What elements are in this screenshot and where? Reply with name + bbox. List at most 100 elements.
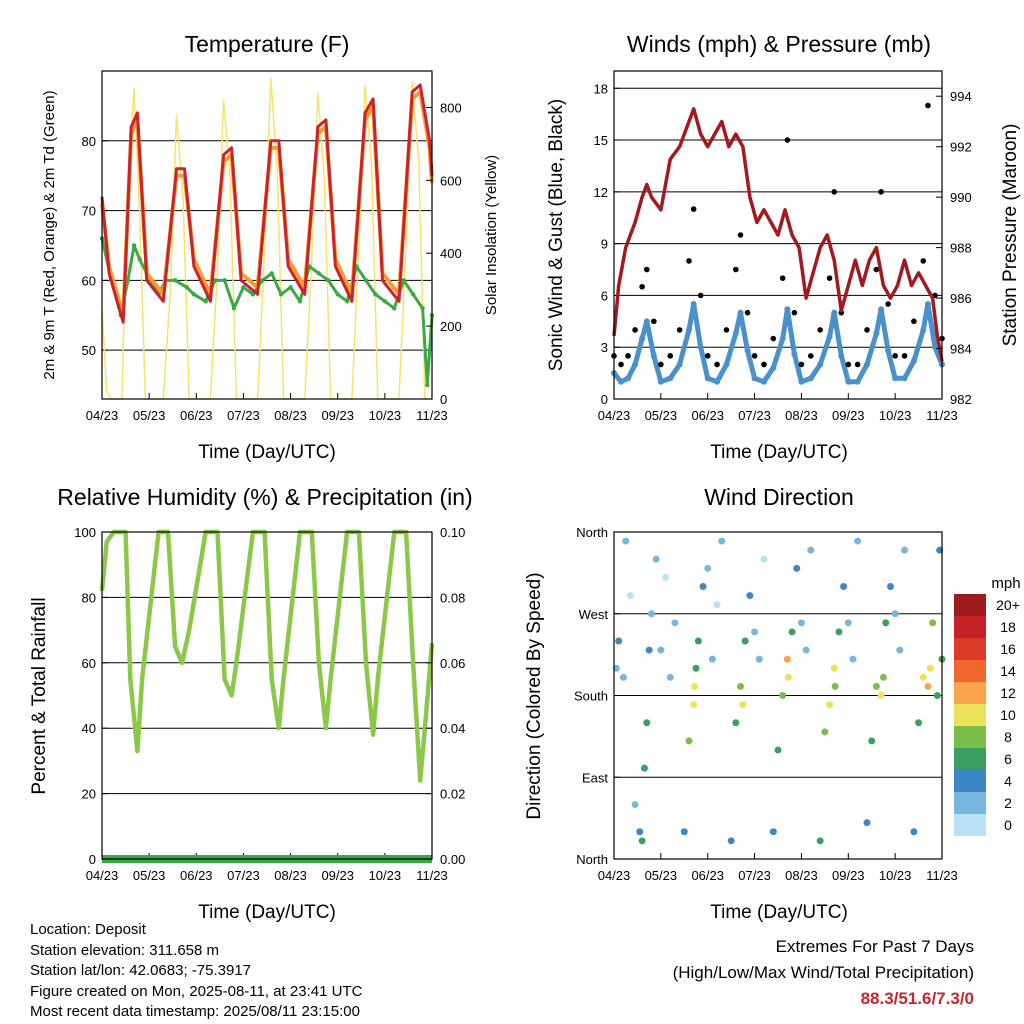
wind-point <box>878 306 885 313</box>
gust-point <box>854 361 861 368</box>
wind-point <box>924 301 931 308</box>
x-tick-label: 05/23 <box>645 408 678 423</box>
y2-tick-label: 400 <box>440 246 462 261</box>
y2-tick-label: 0 <box>440 392 447 407</box>
y2-tick-label: 988 <box>950 241 972 256</box>
dewpoint-point <box>131 243 137 248</box>
direction-point <box>671 619 679 627</box>
direction-point <box>901 546 909 554</box>
direction-point <box>783 655 791 663</box>
plot-frame <box>101 70 433 400</box>
dewpoint-point <box>425 382 430 388</box>
plot-frame <box>613 70 943 400</box>
x-tick-label: 05/23 <box>133 868 166 883</box>
gust-point <box>770 335 777 342</box>
colorbar-swatch <box>954 770 986 792</box>
gust-point <box>667 353 674 359</box>
humidity-panel: Relative Humidity (%) & Precipitation (i… <box>29 484 473 923</box>
wind-point <box>807 375 814 382</box>
wind-point <box>618 378 625 385</box>
wind-line <box>612 301 945 385</box>
y-tick-label: 60 <box>82 656 96 671</box>
direction-point <box>741 637 749 645</box>
colorbar-label: 8 <box>1004 729 1012 745</box>
wind-point <box>838 352 845 359</box>
wind-point <box>791 351 798 358</box>
y2-tick-label: 0.04 <box>440 721 465 736</box>
gust-point <box>744 309 751 316</box>
gust-point <box>644 266 650 273</box>
gust-point <box>892 353 898 359</box>
gust-point <box>873 266 880 273</box>
x-tick-label: 06/23 <box>180 868 213 883</box>
direction-point <box>694 637 702 645</box>
dewpoint-point <box>392 306 397 311</box>
pressure-line <box>612 107 944 362</box>
dewpoint-point <box>241 285 246 290</box>
x-tick-label: 09/23 <box>832 868 865 883</box>
x-tick-label: 10/23 <box>369 868 402 883</box>
dewpoint-point <box>297 299 303 304</box>
x-tick-label: 04/23 <box>86 868 119 883</box>
wind-point <box>690 301 697 308</box>
gust-point <box>808 353 814 359</box>
x-tick-label: 10/23 <box>879 868 912 883</box>
wind-point <box>744 347 751 354</box>
wind-point <box>667 375 674 382</box>
y-tick-label: 80 <box>82 134 96 149</box>
direction-point <box>708 655 716 663</box>
y-tick-label: North <box>576 852 608 867</box>
direction-point <box>831 682 839 690</box>
gust-point <box>826 275 833 281</box>
direction-point <box>615 637 623 645</box>
x-tick-label: 04/23 <box>598 408 631 423</box>
dewpoint-point <box>420 306 425 311</box>
direction-point <box>844 619 852 627</box>
temperature-plot-area: 50 60 70 80 04/23 05/23 06/23 07/23 08/23 09/23 10… <box>82 70 462 423</box>
wind-point <box>697 344 704 351</box>
direction-point <box>643 719 651 727</box>
wind-point <box>770 364 777 371</box>
y2-tick-label: 994 <box>950 89 972 104</box>
wind-point <box>892 375 899 382</box>
gust-point <box>901 353 908 359</box>
gust-point <box>697 292 704 299</box>
dewpoint-point <box>269 271 274 276</box>
direction-point <box>872 682 880 690</box>
dewpoint-point <box>260 278 265 283</box>
y-tick-label: 70 <box>82 204 96 219</box>
gust-point <box>714 361 720 368</box>
wind-point <box>910 358 917 365</box>
x-tick-label: 11/23 <box>926 868 958 883</box>
gust-point <box>639 283 645 290</box>
extremes-values: 88.3/51.6/7.3/0 <box>860 989 974 1008</box>
direction-point <box>727 837 735 845</box>
direction-point <box>636 828 644 836</box>
y2-tick-label: 0.08 <box>440 590 465 605</box>
x-tick-label: 11/23 <box>926 408 958 423</box>
dewpoint-point <box>222 278 227 283</box>
colorbar-label: 0 <box>1004 817 1012 833</box>
gust-point <box>878 189 884 195</box>
y2-tick-label: 986 <box>950 291 972 306</box>
colorbar-swatch <box>954 616 986 638</box>
colorbar-swatch <box>954 594 986 616</box>
gust-point <box>751 353 758 359</box>
direction-point <box>896 646 904 654</box>
direction-point <box>910 828 918 836</box>
direction-point <box>704 564 712 572</box>
wind-point <box>817 361 824 368</box>
wind-point <box>760 378 767 385</box>
wind-point <box>826 333 833 340</box>
wind-point <box>901 375 908 382</box>
colorbar-swatch <box>954 726 986 748</box>
x-tick-label: 06/23 <box>691 868 724 883</box>
y-tick-label: 20 <box>82 787 96 802</box>
direction-point <box>732 719 740 727</box>
dewpoint-point <box>212 278 218 283</box>
direction-point <box>691 682 699 690</box>
direction-point <box>622 537 630 545</box>
plot-frame <box>613 531 943 860</box>
y-tick-label: 12 <box>594 185 608 200</box>
x-tick-label: 08/23 <box>785 408 818 423</box>
